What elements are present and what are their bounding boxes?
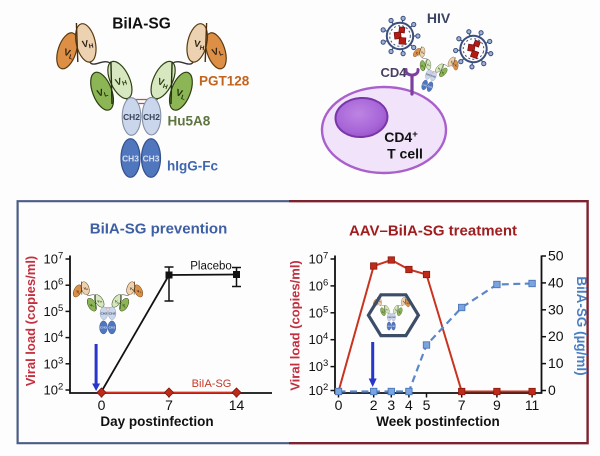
svg-text:Viral load (copies/ml): Viral load (copies/ml): [288, 260, 303, 391]
svg-text:14: 14: [229, 397, 245, 413]
svg-text:30: 30: [548, 301, 564, 317]
svg-text:CD4+: CD4+: [384, 129, 418, 145]
svg-text:PGT128: PGT128: [199, 74, 250, 89]
svg-text:50: 50: [548, 248, 564, 264]
svg-text:11: 11: [525, 397, 540, 413]
svg-text:CD4: CD4: [380, 65, 407, 80]
svg-text:hIgG-Fc: hIgG-Fc: [167, 159, 218, 174]
svg-text:7: 7: [165, 397, 173, 413]
svg-text:BiIA-SG: BiIA-SG: [112, 16, 171, 33]
svg-text:20: 20: [548, 328, 564, 344]
svg-text:40: 40: [548, 274, 564, 290]
svg-text:2: 2: [370, 397, 378, 413]
svg-text:Viral load (copies/ml): Viral load (copies/ml): [23, 256, 38, 387]
svg-text:7: 7: [458, 397, 466, 413]
svg-text:AAV–BiIA-SG treatment: AAV–BiIA-SG treatment: [349, 223, 517, 240]
svg-text:Day postinfection: Day postinfection: [100, 414, 213, 429]
svg-text:BiIA-SG prevention: BiIA-SG prevention: [90, 221, 228, 238]
svg-text:4: 4: [405, 397, 413, 413]
svg-text:Placebo: Placebo: [190, 261, 232, 273]
svg-text:T cell: T cell: [387, 146, 423, 162]
svg-text:10: 10: [548, 355, 564, 371]
svg-text:Hu5A8: Hu5A8: [168, 114, 211, 129]
svg-text:BiIA-SG: BiIA-SG: [192, 378, 232, 390]
svg-text:BiIA-SG (µg/ml): BiIA-SG (µg/ml): [574, 276, 589, 375]
svg-text:Week postinfection: Week postinfection: [376, 414, 500, 429]
svg-text:0: 0: [335, 397, 343, 413]
svg-text:0: 0: [548, 382, 556, 398]
svg-text:HIV: HIV: [427, 10, 451, 26]
svg-text:0: 0: [98, 397, 106, 413]
svg-text:9: 9: [493, 397, 501, 413]
svg-text:5: 5: [423, 397, 431, 413]
svg-text:3: 3: [387, 397, 395, 413]
